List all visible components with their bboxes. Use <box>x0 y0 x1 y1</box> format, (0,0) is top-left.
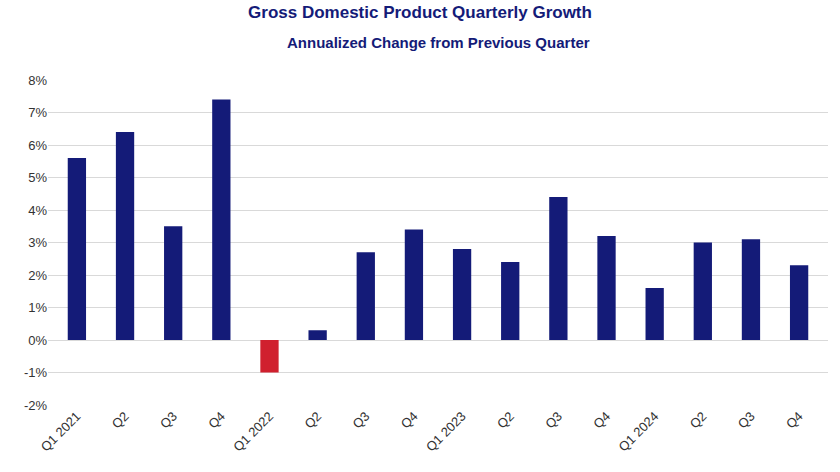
svg-text:Q1 2022: Q1 2022 <box>230 409 276 455</box>
svg-text:8%: 8% <box>28 73 47 88</box>
svg-text:Q2: Q2 <box>494 409 517 432</box>
svg-text:0%: 0% <box>28 333 47 348</box>
svg-text:Q4: Q4 <box>205 409 228 432</box>
svg-text:1%: 1% <box>28 300 47 315</box>
svg-text:Q1 2024: Q1 2024 <box>616 409 662 455</box>
svg-text:Q1 2021: Q1 2021 <box>38 409 84 455</box>
svg-text:4%: 4% <box>28 203 47 218</box>
svg-text:Q3: Q3 <box>735 409 758 432</box>
svg-text:Q2: Q2 <box>687 409 710 432</box>
svg-text:3%: 3% <box>28 235 47 250</box>
svg-text:Q2: Q2 <box>109 409 132 432</box>
svg-text:Q2: Q2 <box>301 409 324 432</box>
svg-text:Q3: Q3 <box>157 409 180 432</box>
svg-text:Q3: Q3 <box>350 409 373 432</box>
svg-text:6%: 6% <box>28 138 47 153</box>
svg-text:Q4: Q4 <box>783 409 806 432</box>
svg-text:-2%: -2% <box>24 398 48 413</box>
svg-text:-1%: -1% <box>24 365 48 380</box>
svg-text:5%: 5% <box>28 170 47 185</box>
svg-text:2%: 2% <box>28 268 47 283</box>
svg-text:Q4: Q4 <box>398 409 421 432</box>
svg-text:Gross Domestic Product Quarter: Gross Domestic Product Quarterly Growth <box>248 3 592 22</box>
svg-text:Q4: Q4 <box>590 409 613 432</box>
svg-text:Annualized Change from Previou: Annualized Change from Previous Quarter <box>287 34 590 51</box>
svg-text:Q1 2023: Q1 2023 <box>423 409 469 455</box>
svg-text:7%: 7% <box>28 105 47 120</box>
svg-text:Q3: Q3 <box>542 409 565 432</box>
